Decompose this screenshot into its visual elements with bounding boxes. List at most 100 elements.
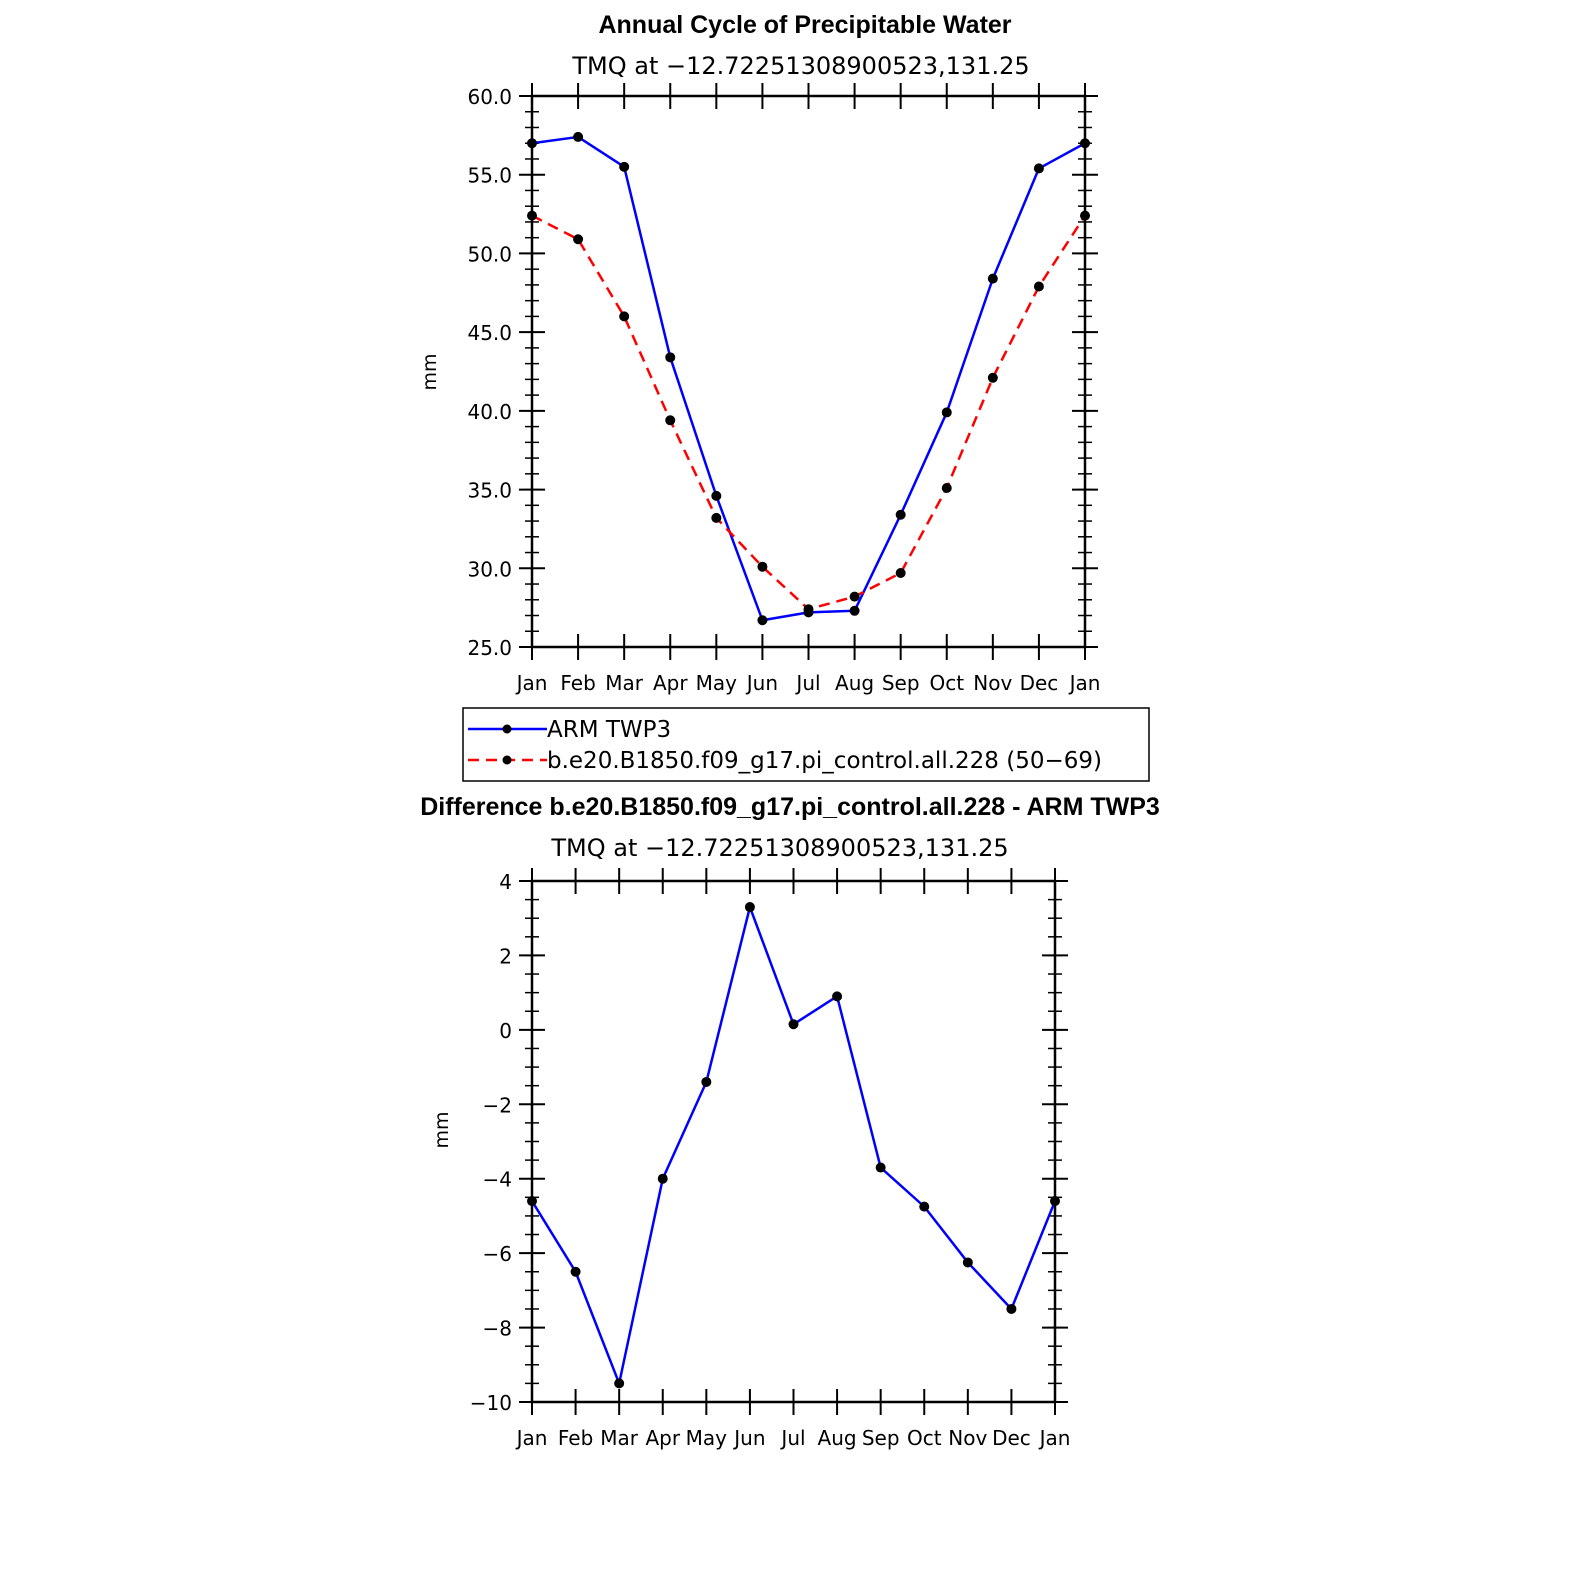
legend-entry-arm-twp3: ARM TWP3 — [468, 717, 671, 743]
data-point — [570, 1266, 581, 1277]
x-tick-label: Jul — [779, 1426, 805, 1450]
y-tick-label: 50.0 — [467, 242, 512, 266]
data-point — [803, 604, 814, 615]
series-line — [530, 905, 1057, 1385]
data-point — [527, 210, 537, 221]
x-tick-label: Dec — [992, 1426, 1031, 1450]
data-point — [832, 991, 843, 1002]
data-point — [1006, 1303, 1017, 1314]
x-tick-label: Feb — [558, 1426, 593, 1450]
difference-chart: Difference b.e20.B1850.f09_g17.pi_contro… — [420, 793, 1160, 1450]
data-point — [788, 1019, 799, 1030]
y-tick-label: −8 — [483, 1317, 512, 1341]
y-tick-label: 25.0 — [467, 636, 512, 660]
y-tick-label: 45.0 — [467, 321, 512, 345]
plot-area: −10 −8 −6 −4 −2 0 2 4 Jan Feb Mar Apr May Jun Jul Aug Se… — [470, 868, 1071, 1450]
plot-frame — [530, 94, 1087, 649]
y-tick-label: 30.0 — [467, 557, 512, 581]
series-group — [527, 131, 1090, 626]
y-tick-label: 40.0 — [467, 400, 512, 424]
data-point — [849, 591, 860, 602]
data-point — [1033, 163, 1044, 174]
data-point — [757, 615, 768, 626]
data-point — [527, 1196, 537, 1207]
data-point — [1033, 281, 1044, 292]
x-tick-label: Nov — [948, 1426, 987, 1450]
y-tick-label: −4 — [483, 1168, 512, 1192]
x-tick-label: Oct — [907, 1426, 942, 1450]
chart-title: Annual Cycle of Precipitable Water — [598, 11, 1011, 39]
legend-marker — [502, 724, 512, 734]
legend-box — [462, 707, 1150, 782]
x-tick-label: Jul — [794, 671, 820, 695]
data-point — [919, 1201, 930, 1212]
data-point — [573, 234, 584, 245]
x-tick-label: May — [686, 1426, 728, 1450]
data-point — [849, 605, 860, 616]
legend-marker — [502, 755, 512, 765]
chart-subtitle: TMQ at −12.72251308900523,131.25 — [571, 52, 1029, 80]
plot-frame — [530, 879, 1057, 1404]
y-tick-label: 60.0 — [467, 85, 512, 109]
chart-subtitle: TMQ at −12.72251308900523,131.25 — [550, 834, 1008, 862]
y-tick-label: 35.0 — [467, 479, 512, 503]
x-tick-label: Sep — [882, 671, 920, 695]
data-point — [619, 311, 630, 322]
x-tick-label: Jun — [745, 671, 778, 695]
x-tick-label: Apr — [653, 671, 688, 695]
x-tick-label: Aug — [818, 1426, 857, 1450]
data-point — [987, 273, 998, 284]
y-axis-label: mm — [419, 353, 441, 390]
data-point — [875, 1162, 886, 1173]
x-tick-label: Jun — [732, 1426, 765, 1450]
data-point — [987, 372, 998, 383]
x-tick-label: Jan — [515, 671, 548, 695]
x-tick-label: Feb — [560, 671, 595, 695]
data-point — [665, 415, 676, 426]
y-tick-label: 4 — [499, 870, 512, 894]
data-point — [744, 902, 755, 913]
data-point — [573, 131, 584, 142]
legend-label: b.e20.B1850.f09_g17.pi_control.all.228 (… — [547, 748, 1102, 774]
x-tick-label: Mar — [600, 1426, 639, 1450]
data-point — [711, 490, 722, 501]
y-tick-label: 55.0 — [467, 164, 512, 188]
x-tick-label: Aug — [835, 671, 874, 695]
x-tick-label: May — [696, 671, 738, 695]
data-point — [941, 407, 952, 418]
legend: ARM TWP3 b.e20.B1850.f09_g17.pi_control.… — [462, 707, 1150, 782]
series-group — [527, 902, 1060, 1389]
x-tick-label: Sep — [862, 1426, 900, 1450]
x-tick-label: Dec — [1020, 671, 1059, 695]
data-point — [895, 568, 906, 579]
x-tick-label: Apr — [645, 1426, 680, 1450]
y-tick-label: 2 — [499, 944, 512, 968]
legend-label: ARM TWP3 — [547, 717, 671, 743]
data-point — [895, 509, 906, 520]
data-point — [962, 1257, 973, 1268]
x-tick-label: Jan — [515, 1426, 548, 1450]
x-tick-label: Jan — [1038, 1426, 1071, 1450]
x-tick-label: Nov — [973, 671, 1012, 695]
y-axis-label: mm — [431, 1111, 453, 1148]
series-line — [531, 135, 1086, 622]
data-point — [527, 138, 537, 149]
data-point — [1080, 138, 1090, 149]
data-point — [757, 561, 768, 572]
x-tick-label: Jan — [1068, 671, 1101, 695]
data-point — [1050, 1196, 1060, 1207]
data-point — [657, 1173, 668, 1184]
y-tick-label: −6 — [483, 1242, 512, 1266]
legend-entry-model: b.e20.B1850.f09_g17.pi_control.all.228 (… — [468, 748, 1102, 774]
data-point — [701, 1076, 712, 1087]
data-point — [614, 1378, 625, 1389]
x-tick-label: Mar — [605, 671, 644, 695]
series-line — [531, 214, 1087, 611]
y-tick-label: −2 — [483, 1093, 512, 1117]
data-point — [941, 482, 952, 493]
data-point — [665, 352, 676, 363]
data-point — [619, 161, 630, 172]
chart-title: Difference b.e20.B1850.f09_g17.pi_contro… — [420, 793, 1160, 821]
y-tick-label: 0 — [499, 1019, 512, 1043]
